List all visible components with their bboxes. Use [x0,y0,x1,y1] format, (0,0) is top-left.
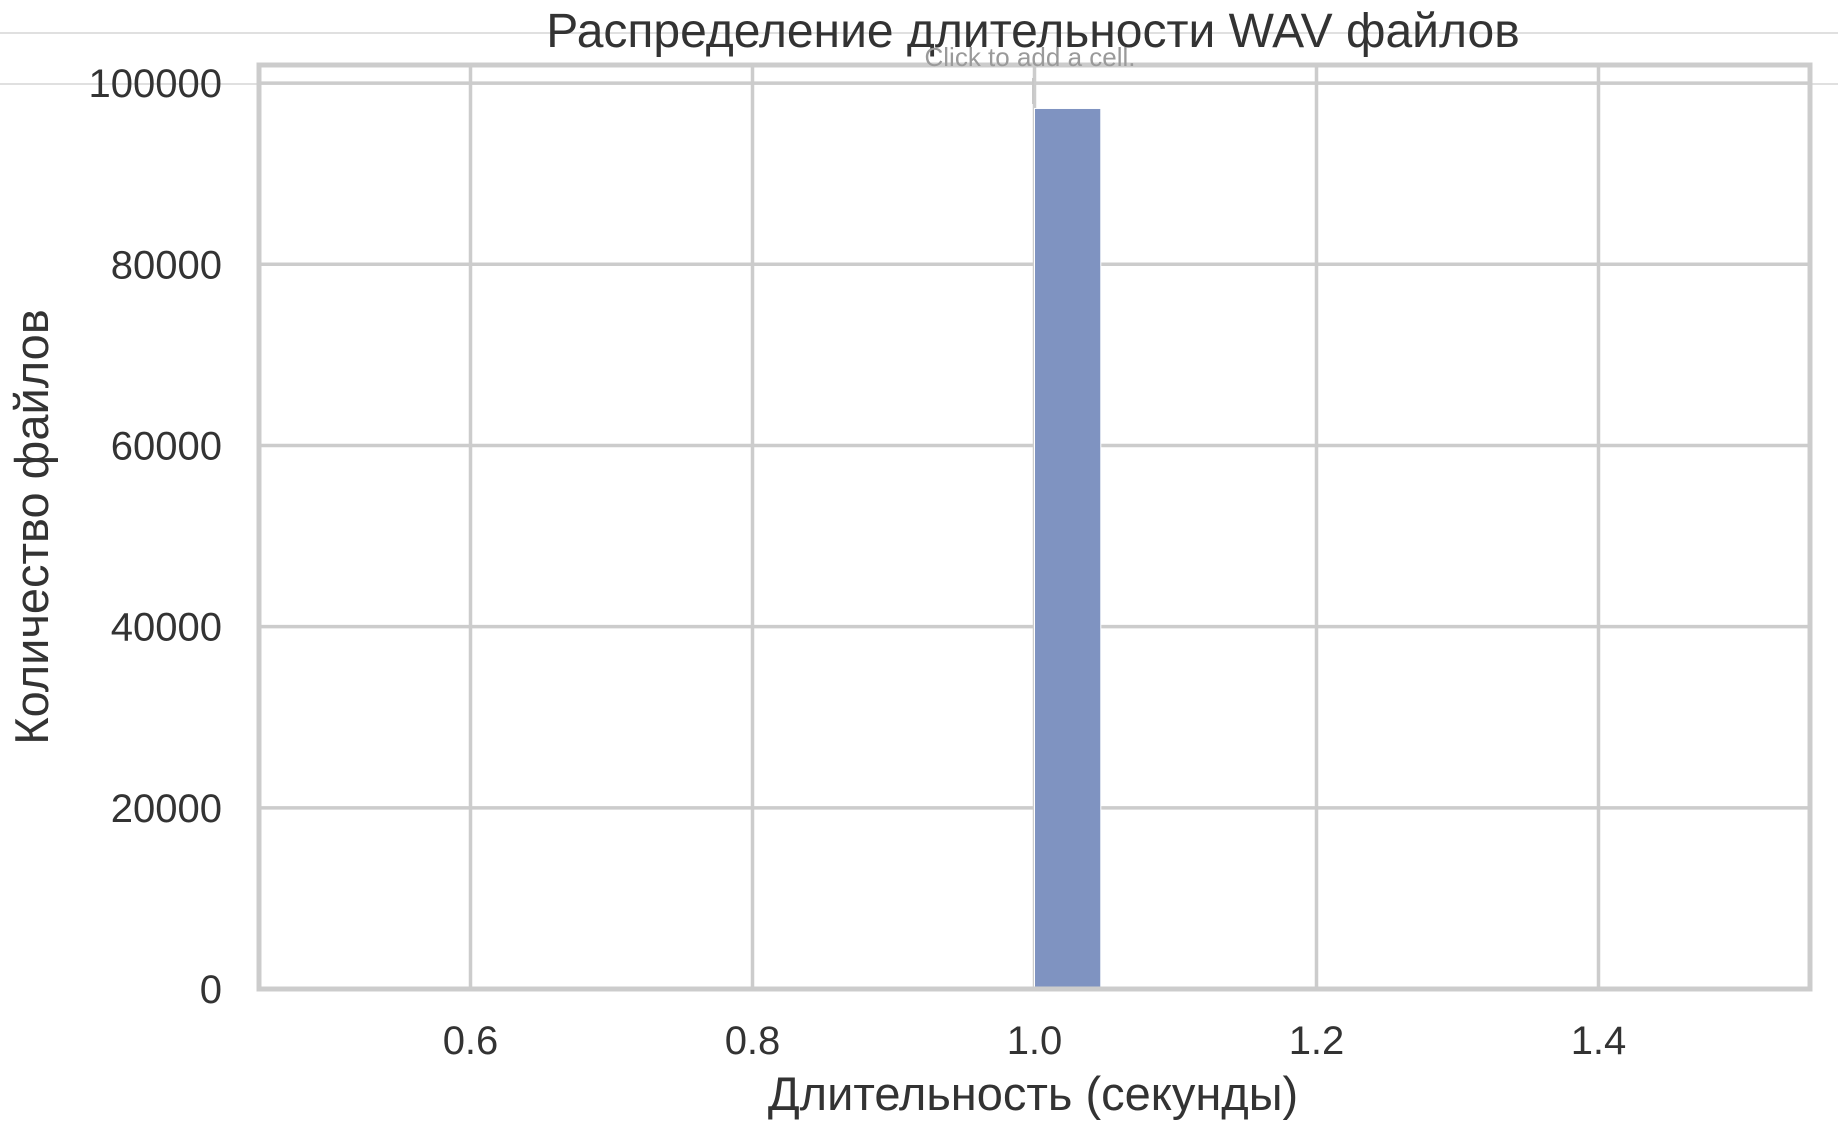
x-tick-label: 0.6 [443,1019,499,1063]
y-tick-label: 80000 [111,243,222,287]
x-tick-labels: 0.6 0.8 1.0 1.2 1.4 [443,1019,1627,1063]
x-tick-label: 1.4 [1571,1019,1627,1063]
x-axis-label: Длительность (секунды) [768,1067,1298,1120]
y-tick-label: 0 [200,968,222,1012]
y-tick-label: 60000 [111,424,222,468]
y-tick-label: 20000 [111,787,222,831]
y-tick-label: 100000 [89,62,222,106]
y-axis-label: Количество файлов [5,309,58,745]
histogram-bar [1034,107,1102,990]
x-tick-label: 1.2 [1289,1019,1345,1063]
bar-layer [1034,107,1102,990]
plot-frame [256,62,1813,992]
y-tick-labels: 0 20000 40000 60000 80000 100000 [89,62,222,1012]
add-cell-hint[interactable]: Click to add a cell. [925,42,1136,72]
y-tick-label: 40000 [111,606,222,650]
chart-title: Распределение длительности WAV файлов [546,5,1519,58]
x-tick-label: 0.8 [725,1019,781,1063]
x-tick-label: 1.0 [1007,1019,1063,1063]
